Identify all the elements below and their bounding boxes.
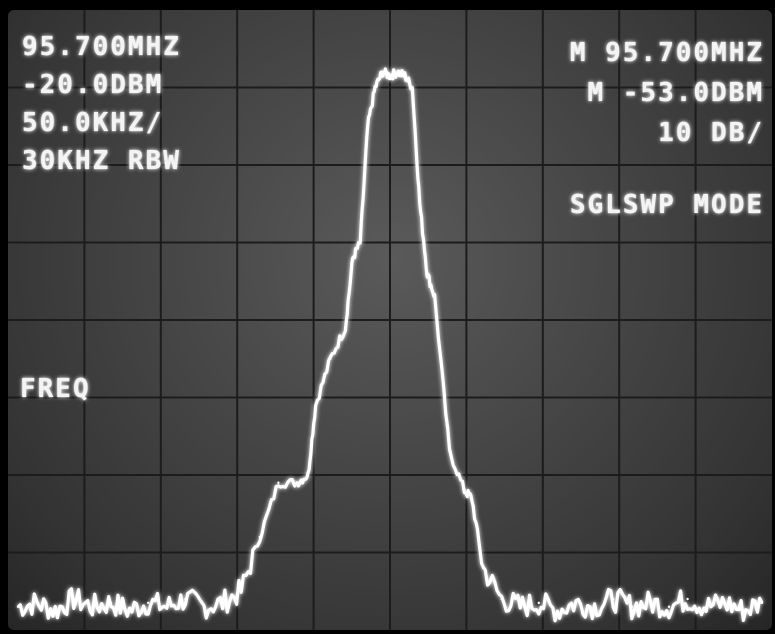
trace-point [593,605,596,608]
center-frequency-readout: 95.700MHZ [22,32,181,62]
trace-point [556,609,559,612]
trace-point [612,597,615,601]
trace-point [381,70,384,74]
trace-point [574,601,578,605]
trace-point [329,357,332,360]
trace-point [128,609,131,612]
trace-group [16,67,764,623]
trace-point [314,404,317,407]
graticule [8,10,772,630]
rbw-readout: 30KHZ RBW [22,146,181,176]
scale-readout: 10 DB/ [658,118,764,148]
trace-point [54,609,57,612]
trace-point [418,202,421,205]
trace-point [537,601,540,605]
trace-point [258,535,261,539]
trace-point [240,590,243,593]
trace-point [277,481,280,484]
trace-point [686,597,689,601]
trace-point [295,481,299,484]
reference-level-readout: -20.0DBM [22,70,164,100]
trace-point [373,86,377,89]
trace-point [165,605,168,608]
trace-point [344,326,347,329]
trace-point [109,601,113,605]
trace-point [742,609,745,612]
trace-point [649,601,652,605]
marker-frequency-readout: M 95.700MHZ [569,38,764,68]
trace-point [630,605,633,608]
trace-point [705,605,708,608]
spectrum-plot [8,10,772,630]
trace-point [403,74,407,78]
trace-point [35,601,38,605]
trace-point [723,601,726,605]
span-per-division-readout: 50.0KHZ/ [22,108,164,138]
spectrum-trace [16,67,764,623]
trace-point [221,601,224,605]
trace-point [72,597,76,601]
trace-point [396,70,399,74]
freq-softkey-label: FREQ [20,374,91,404]
trace-point [519,605,522,608]
trace-point [463,489,466,492]
trace-point [359,241,362,244]
trace-point [667,605,671,608]
marker-level-readout: M -53.0DBM [587,78,764,108]
trace-point [16,605,20,608]
trace-point [366,125,369,128]
trace-point [481,566,485,570]
analyzer-screen: 95.700MHZ -20.0DBM 50.0KHZ/ 30KHZ RBW M … [8,10,772,630]
trace-point [91,605,94,608]
trace-point [470,497,474,500]
trace-point [426,272,429,275]
trace-point [184,597,187,601]
trace-point [760,601,764,605]
trace-point [500,597,503,601]
trace-point [433,295,436,298]
trace-point [351,256,354,260]
trace-point [388,74,392,78]
trace-point [448,450,451,453]
trace-point [202,605,206,608]
sweep-mode-readout: SGLSWP MODE [569,190,764,220]
trace-point [411,86,414,89]
trace-point [306,473,310,477]
trace-point [147,601,150,605]
